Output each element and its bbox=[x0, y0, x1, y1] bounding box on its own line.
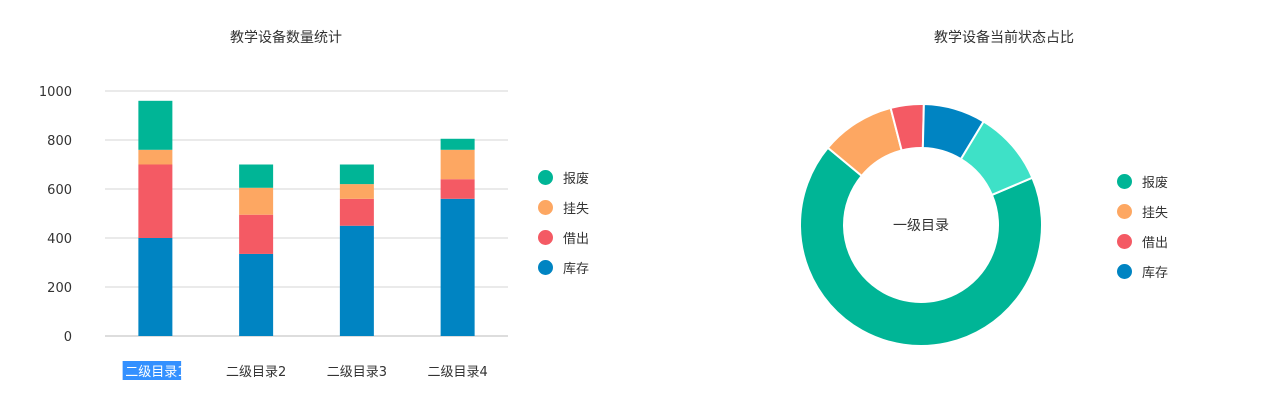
donut-slice[interactable] bbox=[799, 146, 1043, 347]
bar-segment[interactable] bbox=[339, 164, 374, 185]
bar-segment[interactable] bbox=[440, 138, 475, 150]
legend-label: 借出 bbox=[563, 231, 590, 247]
selected-label-highlight bbox=[122, 361, 182, 380]
bar-segment[interactable] bbox=[239, 187, 274, 215]
bar-segment[interactable] bbox=[440, 149, 475, 180]
y-tick-label: 600 bbox=[47, 183, 72, 198]
bar-segment[interactable] bbox=[339, 198, 374, 226]
legend-label: 挂失 bbox=[563, 201, 590, 217]
x-tick-label[interactable]: 二级目录1 bbox=[125, 365, 185, 380]
pie-legend-item-scrapped[interactable]: 报废 bbox=[1117, 166, 1168, 196]
pie-chart-panel: 教学设备当前状态占比 一级目录 报废 挂失 借出 库存 bbox=[634, 0, 1268, 412]
donut-slice[interactable] bbox=[959, 120, 1034, 197]
pie-chart-title: 教学设备当前状态占比 bbox=[934, 30, 1074, 46]
x-tick-label[interactable]: 二级目录4 bbox=[427, 365, 487, 380]
bar-chart-legend: 报废 挂失 借出 库存 bbox=[538, 162, 589, 282]
bar-legend-item-stock[interactable]: 库存 bbox=[538, 252, 589, 282]
legend-label: 报废 bbox=[563, 171, 590, 187]
bar-segment[interactable] bbox=[239, 253, 274, 336]
y-tick-label: 200 bbox=[47, 281, 72, 296]
bar-chart-plot: 0 200 400 600 800 1000 二级目录1 二级目录2 二级目录3 二级目录4 bbox=[39, 85, 508, 380]
legend-label: 挂失 bbox=[1142, 205, 1169, 221]
pie-chart-legend: 报废 挂失 借出 库存 bbox=[1117, 166, 1168, 286]
legend-dot-icon bbox=[538, 259, 553, 275]
y-tick-label: 0 bbox=[64, 330, 72, 345]
bar-chart-title: 教学设备数量统计 bbox=[230, 30, 342, 46]
legend-label: 报废 bbox=[1142, 175, 1169, 191]
bar-segment[interactable] bbox=[138, 164, 173, 239]
legend-dot-icon bbox=[538, 229, 553, 245]
pie-legend-item-stock[interactable]: 库存 bbox=[1117, 256, 1168, 286]
y-tick-label: 1000 bbox=[39, 85, 72, 100]
pie-legend-item-lent[interactable]: 借出 bbox=[1117, 226, 1168, 256]
pie-legend-item-lost[interactable]: 挂失 bbox=[1117, 196, 1168, 226]
bar-legend-item-lent[interactable]: 借出 bbox=[538, 222, 589, 252]
legend-label: 库存 bbox=[1142, 265, 1169, 281]
legend-dot-icon bbox=[1117, 233, 1132, 249]
bar-legend-item-lost[interactable]: 挂失 bbox=[538, 192, 589, 222]
y-tick-label: 800 bbox=[47, 134, 72, 149]
bar-segment[interactable] bbox=[239, 164, 274, 188]
legend-dot-icon bbox=[1117, 203, 1132, 219]
bar-segment[interactable] bbox=[440, 198, 475, 336]
legend-label: 库存 bbox=[563, 261, 590, 277]
legend-dot-icon bbox=[1117, 173, 1132, 189]
x-tick-label[interactable]: 二级目录3 bbox=[327, 365, 387, 380]
legend-label: 借出 bbox=[1142, 235, 1169, 251]
donut-center-label: 一级目录 bbox=[893, 218, 949, 234]
bar-segment[interactable] bbox=[339, 184, 374, 199]
x-tick-label[interactable]: 二级目录2 bbox=[226, 365, 286, 380]
legend-dot-icon bbox=[538, 169, 553, 185]
legend-dot-icon bbox=[1117, 263, 1132, 279]
bar-chart-panel: 教学设备数量统计 0 200 400 600 800 1000 二级目录1 二级目录2 二级目录… bbox=[39, 30, 589, 380]
bar-segment[interactable] bbox=[339, 225, 374, 336]
bar-segment[interactable] bbox=[440, 179, 475, 199]
bar-segment[interactable] bbox=[138, 238, 173, 336]
bar-segment[interactable] bbox=[138, 149, 173, 165]
legend-dot-icon bbox=[538, 199, 553, 215]
pie-chart-plot: 一级目录 bbox=[799, 103, 1043, 347]
y-tick-label: 400 bbox=[47, 232, 72, 247]
bar-segment[interactable] bbox=[138, 100, 173, 150]
bar-legend-item-scrapped[interactable]: 报废 bbox=[538, 162, 589, 192]
bar-segment[interactable] bbox=[239, 214, 274, 254]
